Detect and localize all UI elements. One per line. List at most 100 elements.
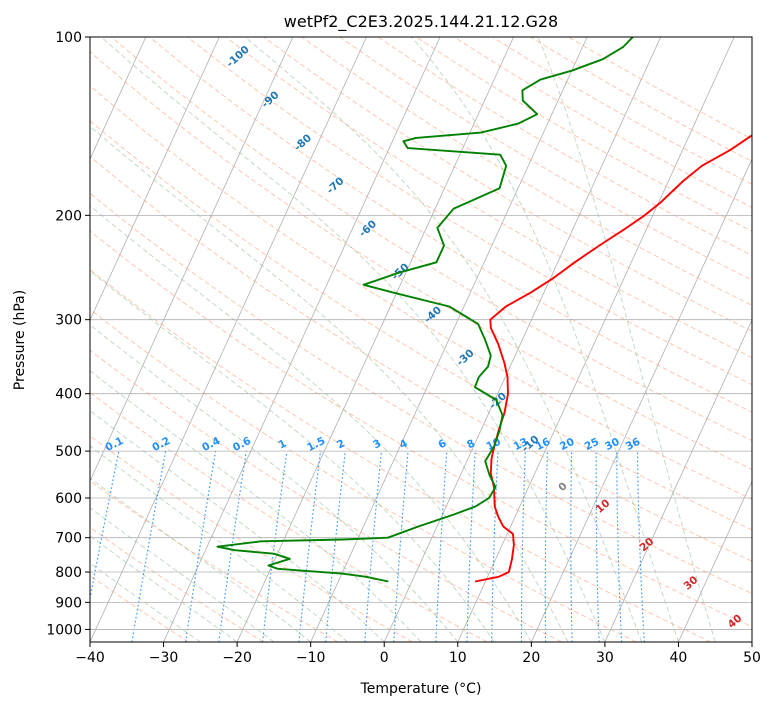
mixing-ratio-line [185, 451, 217, 642]
y-axis-label: Pressure (hPa) [12, 290, 28, 390]
dry-adiabat-line [90, 435, 413, 642]
isotherm-line [531, 158, 752, 642]
mixing-ratio-line [544, 451, 548, 642]
x-tick-label: 50 [743, 650, 761, 666]
moist-adiabat-line [90, 477, 311, 642]
x-tick-label: 40 [670, 650, 688, 666]
moist-adiabat-label: -30 [454, 347, 476, 369]
isotherm-line [383, 37, 662, 642]
line-labels: 0.1 0.2 0.4 0.6 1 1.5 2 3 4 6 8 10 13 16 20 25 30 36-100-… [103, 44, 744, 631]
mixing-ratio-line [218, 451, 247, 642]
moist-adiabat-label: -70 [324, 175, 346, 197]
moist-adiabat-line [411, 37, 679, 642]
moist-adiabat-line [90, 270, 495, 642]
moist-adiabat-line [90, 324, 459, 642]
dry-adiabat-line [90, 349, 562, 642]
dry-adiabat-line [301, 37, 752, 306]
dry-adiabat-line [90, 269, 712, 642]
mixing-ratio-line [90, 450, 120, 602]
moist-adiabat-line [100, 37, 606, 642]
mixing-ratio-label: 36 [624, 436, 642, 453]
mixing-ratio-label: 2 [335, 437, 347, 451]
isotherm-line [678, 480, 752, 642]
mixing-ratio-label: 1 [277, 437, 289, 451]
x-tick-label: 10 [449, 650, 467, 666]
mixing-ratio-label: 10 [484, 436, 502, 453]
x-tick-label: −20 [222, 650, 252, 666]
dry-adiabat-line [530, 37, 752, 162]
dry-adiabat-line [568, 37, 752, 140]
dewpoint-profile-line [216, 37, 634, 583]
isotherm-line [310, 37, 588, 642]
y-tick-label: 800 [55, 565, 82, 581]
dry-adiabat-line [187, 37, 752, 386]
mixing-ratio-label: 6 [436, 437, 448, 451]
x-tick-label: −30 [149, 650, 179, 666]
isotherm-line [163, 37, 441, 642]
moist-adiabat-line [90, 125, 569, 642]
moist-adiabat-line [537, 37, 716, 642]
x-axis-ticks: −40 −30 −20 −10 0 10 20 30 40 50 [75, 642, 761, 666]
dry-adiabat-label: 30 [682, 574, 701, 593]
mixing-ratio-label: 20 [558, 436, 576, 453]
dry-adiabat-line [90, 574, 189, 642]
dry-adiabat-line [492, 37, 752, 185]
mixing-ratio-line [261, 451, 288, 642]
moist-adiabat-label: -40 [422, 304, 444, 326]
moist-adiabat-label: -60 [357, 218, 379, 240]
moist-adiabat-label: -80 [292, 132, 314, 154]
moist-adiabat-line [90, 445, 348, 642]
dry-adiabat-line [263, 37, 752, 332]
dry-adiabat-line [90, 480, 339, 642]
y-tick-label: 1000 [46, 622, 82, 638]
y-tick-label: 100 [55, 30, 82, 46]
x-tick-label: −40 [75, 650, 105, 666]
mixing-ratio-label: 8 [465, 437, 477, 451]
dry-adiabat-line [90, 192, 752, 595]
dry-adiabat-line [149, 37, 752, 413]
x-tick-label: −10 [296, 650, 326, 666]
dry-adiabat-label: 20 [638, 536, 657, 555]
plot-frame [89, 36, 753, 643]
mixing-ratio-line [570, 451, 573, 642]
y-tick-label: 500 [55, 444, 82, 460]
mixing-ratio-label: 4 [398, 437, 410, 451]
isotherm-line [0, 37, 72, 642]
chart-title: wetPf2_C2E3.2025.144.21.12.G28 [284, 12, 558, 32]
temperature-profile-line [474, 134, 752, 583]
mixing-ratio-label: 25 [583, 436, 601, 453]
mixing-ratio-line [595, 451, 600, 642]
y-tick-label: 600 [55, 491, 82, 507]
isotherm-lines [0, 37, 752, 642]
x-tick-label: 30 [596, 650, 614, 666]
mixing-ratio-lines [90, 450, 645, 642]
mixing-ratio-line [298, 451, 322, 642]
moist-adiabat-label: -90 [259, 89, 281, 111]
y-tick-label: 200 [55, 208, 82, 224]
mixing-ratio-label: 16 [534, 436, 552, 453]
isotherm-line [604, 319, 752, 642]
isotherm-line [751, 641, 752, 642]
y-tick-label: 900 [55, 595, 82, 611]
moist-adiabat-lines [90, 37, 716, 642]
isotherm-line [90, 37, 294, 482]
dry-adiabat-label: 40 [726, 612, 745, 631]
mixing-ratio-label: 30 [603, 436, 621, 453]
mixing-ratio-line [364, 451, 383, 642]
dry-adiabat-line [90, 155, 752, 562]
x-axis-label: Temperature (°C) [360, 681, 482, 697]
dry-adiabat-line [90, 120, 752, 531]
y-tick-label: 400 [55, 387, 82, 403]
dry-adiabat-line [90, 391, 488, 642]
mixing-ratio-label: 13 [512, 436, 530, 453]
mixing-ratio-line [616, 451, 623, 642]
dry-adiabat-line [110, 37, 752, 442]
y-tick-label: 700 [55, 531, 82, 547]
mixing-ratio-line [393, 451, 409, 642]
isotherm-line [90, 37, 147, 160]
dry-adiabat-line [339, 37, 752, 281]
pressure-gridlines [90, 37, 752, 630]
moist-adiabat-label: 0 [556, 480, 569, 494]
x-tick-label: 20 [522, 650, 540, 666]
